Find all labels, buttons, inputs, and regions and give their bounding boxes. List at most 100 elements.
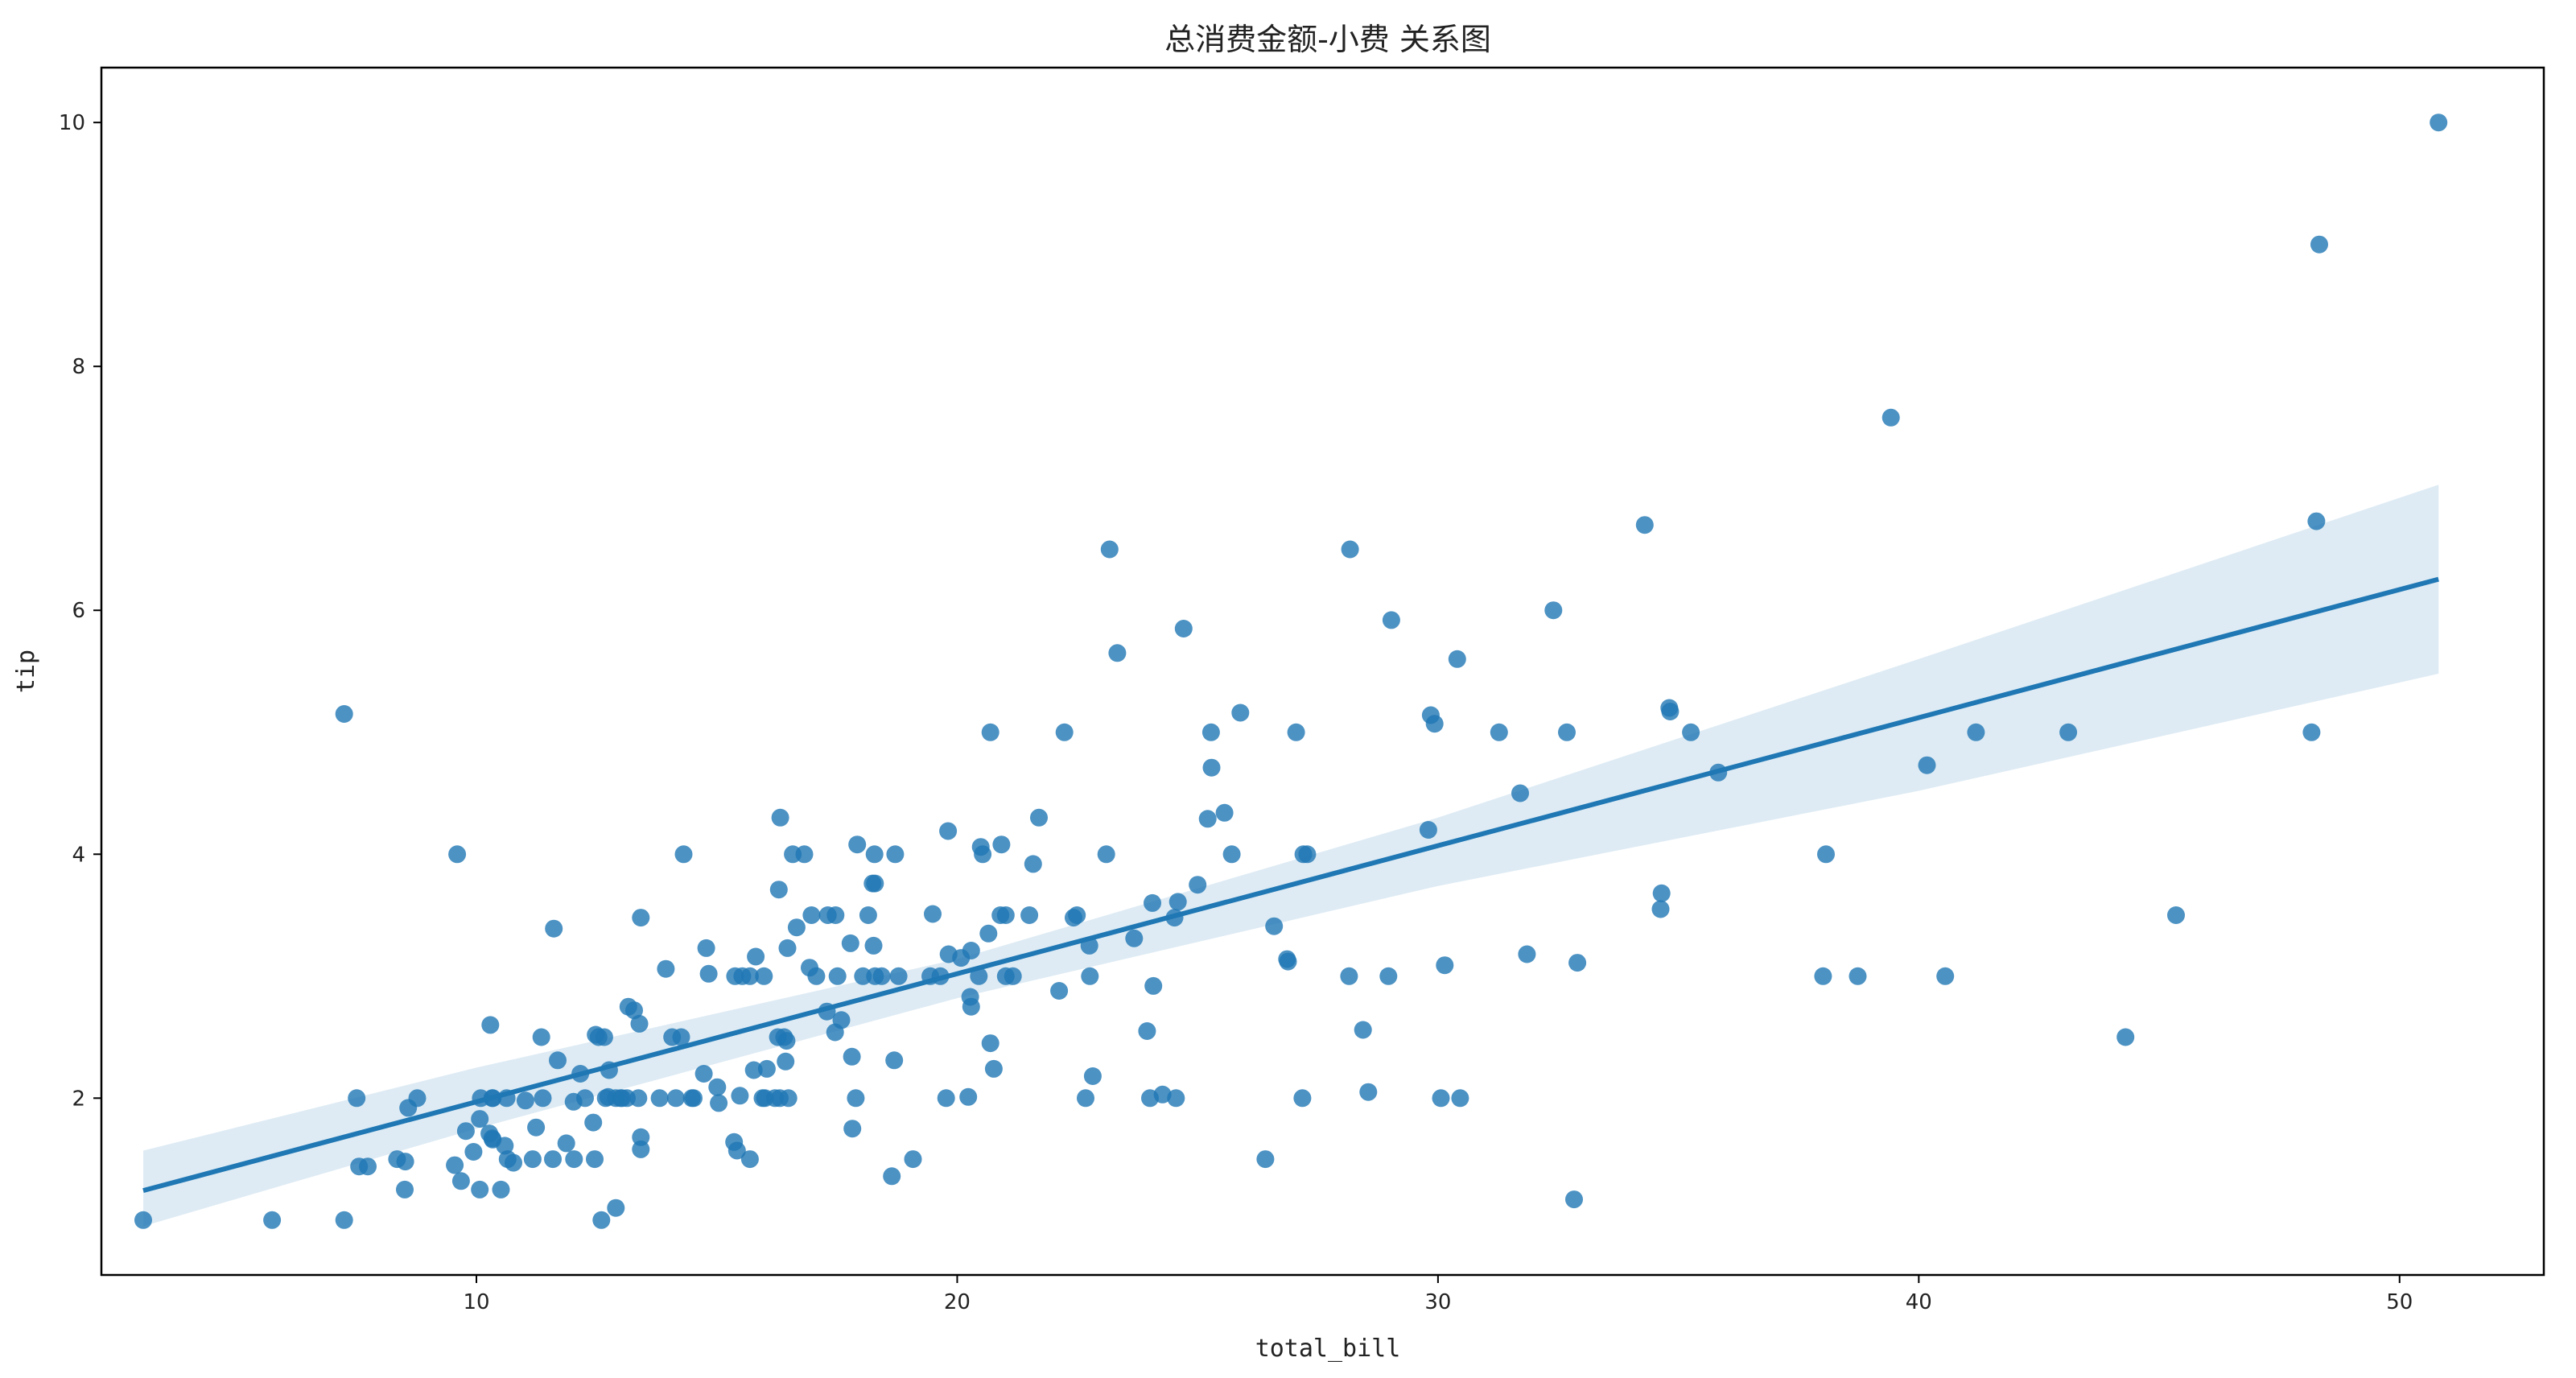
y-tick-label: 6 — [72, 599, 85, 623]
data-point — [448, 845, 467, 864]
data-point — [1020, 906, 1039, 924]
data-point — [727, 1141, 746, 1160]
data-point — [1817, 845, 1835, 864]
data-point — [886, 845, 905, 864]
data-point — [981, 1034, 999, 1053]
data-point — [1050, 982, 1069, 1000]
data-point — [1068, 906, 1086, 924]
data-point — [625, 1001, 643, 1020]
data-point — [1432, 1089, 1450, 1108]
data-point — [1231, 703, 1250, 722]
data-point — [335, 705, 353, 723]
data-point — [708, 1078, 727, 1096]
data-point — [1568, 954, 1587, 972]
data-point — [1436, 956, 1454, 975]
plot-frame — [100, 66, 2545, 1277]
y-axis-label: tip — [12, 650, 40, 693]
data-point — [883, 1167, 901, 1186]
data-point — [1448, 650, 1466, 668]
data-point — [889, 967, 908, 985]
data-point — [866, 874, 884, 893]
data-point — [586, 1150, 604, 1169]
data-point — [1652, 884, 1671, 902]
data-point — [1256, 1150, 1275, 1169]
data-point — [1153, 1085, 1172, 1104]
confidence-band — [143, 485, 2439, 1227]
data-point — [832, 1011, 851, 1029]
data-point — [828, 967, 847, 985]
data-point — [464, 1143, 483, 1161]
data-point — [2059, 723, 2078, 741]
data-point — [747, 947, 765, 966]
data-point — [632, 1140, 650, 1158]
x-axis: 10 20 30 40 50 — [463, 1275, 2413, 1314]
data-point — [1144, 976, 1163, 995]
data-point — [348, 1089, 366, 1108]
data-point — [962, 942, 980, 959]
data-point — [335, 1211, 353, 1229]
data-point — [1936, 967, 1955, 985]
data-point — [1024, 855, 1042, 873]
data-point — [666, 1089, 685, 1108]
data-point — [549, 1051, 567, 1070]
data-point — [1097, 845, 1115, 864]
data-point — [939, 822, 958, 840]
data-point — [984, 1059, 1003, 1078]
data-point — [740, 967, 759, 985]
data-point — [740, 1150, 759, 1169]
data-point — [757, 1059, 776, 1078]
y-axis: 2 4 6 8 10 — [59, 111, 101, 1111]
data-point — [1287, 723, 1305, 741]
data-point — [1382, 611, 1400, 629]
data-point — [456, 1122, 475, 1141]
data-point — [1359, 1083, 1378, 1101]
data-point — [565, 1150, 583, 1169]
data-point — [1055, 723, 1074, 741]
data-point — [974, 845, 992, 864]
data-point — [979, 924, 998, 943]
data-point — [408, 1089, 427, 1108]
data-point — [937, 1089, 955, 1108]
data-point — [992, 835, 1011, 854]
data-point — [492, 1180, 510, 1199]
data-point — [496, 1137, 514, 1155]
data-point — [2310, 235, 2328, 254]
data-point — [1565, 1190, 1583, 1209]
data-point — [1490, 723, 1508, 741]
data-point — [777, 1032, 796, 1050]
x-tick-label: 20 — [944, 1290, 971, 1314]
data-point — [544, 1150, 562, 1169]
data-point — [779, 1089, 798, 1108]
data-point — [924, 905, 942, 923]
data-point — [1222, 845, 1241, 864]
data-point — [1004, 967, 1022, 985]
data-point — [1882, 408, 1900, 427]
data-point — [744, 1061, 763, 1079]
data-point — [1918, 756, 1936, 774]
data-point — [1967, 723, 1985, 741]
data-point — [1168, 893, 1187, 911]
data-point — [795, 845, 814, 864]
data-point — [592, 1211, 611, 1229]
data-point — [505, 1153, 522, 1172]
data-point — [787, 918, 806, 937]
data-point — [471, 1180, 489, 1199]
data-point — [769, 881, 788, 899]
data-point — [872, 967, 891, 985]
data-point — [607, 1199, 625, 1217]
y-tick-label: 4 — [72, 843, 85, 867]
data-point — [1125, 929, 1144, 947]
data-point — [1544, 601, 1563, 620]
data-point — [847, 1089, 865, 1108]
data-point — [843, 1120, 862, 1138]
data-point — [778, 939, 797, 957]
data-point — [1298, 845, 1317, 864]
data-point — [1511, 784, 1529, 802]
data-point — [396, 1153, 414, 1171]
data-point — [1451, 1089, 1469, 1108]
data-point — [545, 919, 563, 938]
data-point — [843, 1047, 861, 1066]
data-point — [672, 1028, 690, 1046]
data-point — [632, 1128, 650, 1146]
data-point — [1077, 1089, 1094, 1108]
